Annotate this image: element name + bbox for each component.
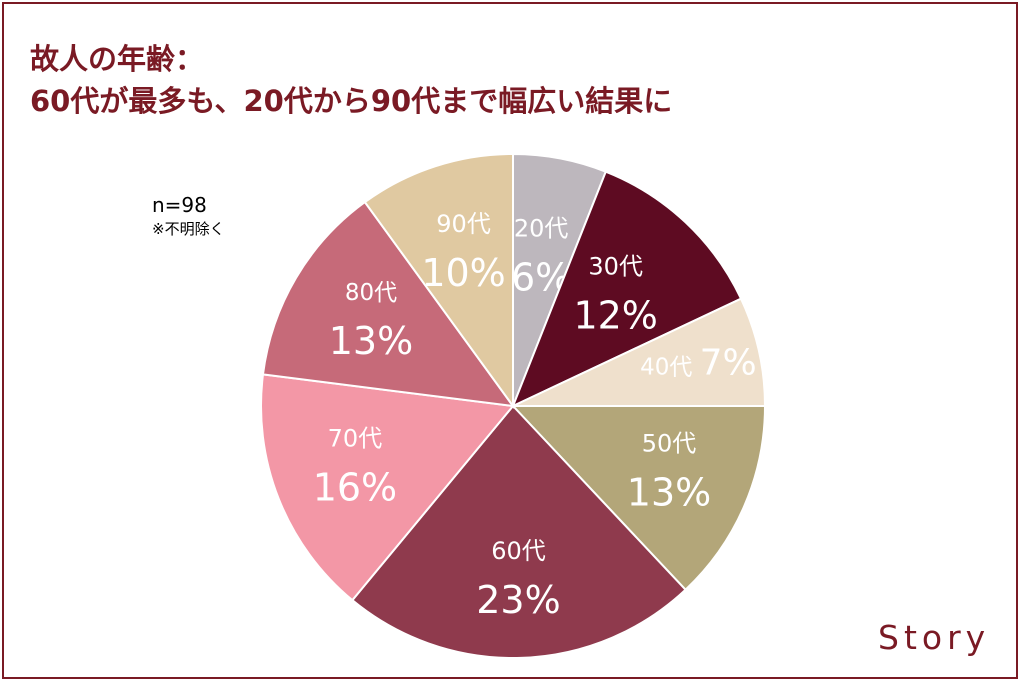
- slice-percent-label: 13%: [329, 319, 413, 363]
- slice-percent-label: 12%: [573, 294, 657, 338]
- slice-category-label: 40代: [640, 355, 700, 381]
- pie-slice: [510, 405, 767, 592]
- slice-percent-label: 16%: [313, 466, 397, 510]
- slice-percent-label: 13%: [627, 471, 711, 515]
- pie-slice: [512, 297, 767, 407]
- slice-category-label: 30代: [588, 253, 643, 281]
- slice-label: 40代 7%: [640, 343, 757, 384]
- title-line-2: 60代が最多も、20代から90代まで幅広い結果に: [30, 84, 673, 118]
- pie-slice: [260, 373, 515, 602]
- title-line-1: 故人の年齢：: [30, 42, 205, 76]
- slice-percent-label: 7%: [700, 343, 757, 384]
- story-logo: Story: [878, 618, 991, 657]
- chart-title: 故人の年齢： 60代が最多も、20代から90代まで幅広い結果に: [30, 38, 672, 122]
- slice-percent-label: 10%: [421, 251, 505, 295]
- slice-category-label: 60代: [491, 537, 546, 565]
- slice-category-label: 80代: [345, 280, 397, 306]
- slice-category-label: 90代: [436, 210, 491, 238]
- pie-slice: [511, 170, 743, 408]
- pie-slice: [261, 200, 516, 408]
- sample-size: n=98: [152, 193, 207, 217]
- slice-percent-label: 23%: [476, 578, 560, 622]
- exclusion-note: ※不明除く: [152, 220, 225, 238]
- pie-slice: [350, 404, 687, 659]
- slice-category-label: 50代: [642, 430, 697, 458]
- slice-category-label: 20代: [514, 215, 569, 243]
- pie-slice: [363, 152, 514, 410]
- slice-category-label: 70代: [328, 425, 383, 453]
- sample-note: n=98 ※不明除く: [152, 192, 225, 240]
